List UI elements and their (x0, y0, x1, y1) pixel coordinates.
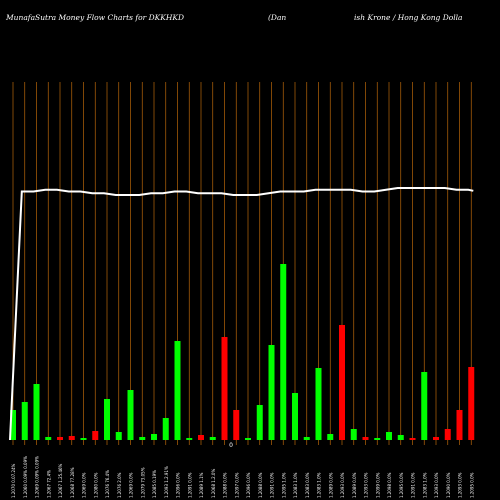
x-tick-label: 1.2070 0.07.24% (11, 463, 16, 498)
flow-bar (268, 345, 275, 440)
flow-bar (362, 437, 369, 440)
zero-marker: 0 (229, 442, 233, 449)
x-tick-label: 1.2083 1.0% (293, 472, 298, 498)
x-tick-label: 1.2089 0.0% (352, 472, 357, 498)
flow-bar (339, 325, 345, 440)
x-tick-label: 1.2099 0.0% (375, 472, 380, 498)
x-tick-label: 1.2083 1.0% (422, 472, 427, 498)
x-tick-label: 1.2093 0.0% (364, 472, 369, 498)
x-tick-label: 1.2098 0.0% (387, 472, 392, 498)
flow-bar (374, 438, 381, 440)
flow-bar (397, 435, 404, 440)
flow-bar (21, 402, 28, 440)
flow-bar (115, 432, 122, 440)
flow-bar (57, 437, 63, 440)
x-tick-label: 1.2085 0.19% (152, 470, 157, 498)
flow-bar (139, 437, 146, 440)
x-tick-label: 1.2091 0.0% (270, 472, 275, 498)
x-tick-label: 1.2069 0.0% (129, 472, 134, 498)
x-tick-label: 1.2097 0.0% (234, 472, 239, 498)
x-tick-labels: 1.2070 0.07.24% 1.2060 0.09% 0.09% 1.2069 … (11, 456, 474, 498)
flow-bar (10, 410, 16, 440)
flow-bar (45, 437, 52, 440)
flow-bar (186, 438, 193, 440)
x-tick-label: 1.2095 0.0% (469, 472, 474, 498)
flow-bar (127, 390, 134, 440)
flow-bar (198, 435, 204, 440)
flow-bar (33, 384, 40, 440)
x-tick-label: 1.2060 0.09% 0.09% (23, 456, 28, 498)
pair-name-right: ish Krone / Hong Kong Dolla (354, 13, 463, 22)
x-tick-label: 1.2095 1.0% (281, 472, 286, 498)
chart-header: MunafaSutra Money Flow Charts for DKKHKD… (0, 0, 500, 30)
price-line-layer (9, 187, 474, 441)
flow-bar (245, 438, 251, 440)
flow-bar (468, 367, 475, 440)
flow-bar (151, 434, 157, 440)
flow-bar (315, 368, 322, 440)
flow-bar (209, 437, 216, 440)
x-tick-label: 1.2079 73.05% (140, 467, 145, 498)
flow-bar (327, 434, 334, 440)
flow-bar (456, 410, 463, 440)
flow-bar (386, 432, 392, 440)
x-tick-label: 1.2093 0.0% (434, 472, 439, 498)
x-tick-label: 1.2076 2.0% (117, 472, 122, 498)
x-tick-label: 1.2095 0.0% (399, 472, 404, 498)
flow-bar (104, 399, 110, 440)
x-tick-label: 1.2089 1.1% (199, 472, 204, 498)
flow-bar (221, 337, 228, 440)
x-tick-label: 1.2088 0.0% (258, 472, 263, 498)
flow-bar (444, 429, 451, 440)
x-tick-label: 1.2067 72.4% (46, 470, 51, 498)
x-tick-label: 1.2076 76.4% (105, 470, 110, 498)
x-tick-label: 1.2089 0.0% (328, 472, 333, 498)
flow-bar (303, 437, 310, 440)
x-tick-label: 1.2091 0.0% (411, 472, 416, 498)
flow-bar (433, 437, 439, 440)
flow-bar (292, 393, 298, 440)
x-tick-label: 1.2093 0.0% (340, 472, 345, 498)
x-tick-label: 1.2069 0.09% 0.09% (35, 456, 40, 498)
flow-bar (174, 341, 181, 440)
x-tick-label: 1.2096 0.0% (176, 472, 181, 498)
flow-bar (350, 429, 357, 440)
x-tick-label: 1.2080 0.0% (93, 472, 98, 498)
flow-bar (92, 431, 99, 440)
flow-bar (80, 438, 87, 440)
flow-bar (162, 418, 169, 440)
x-tick-label: 1.2090 0.0% (446, 472, 451, 498)
flow-bar (68, 436, 75, 440)
price-line (9, 187, 474, 441)
flow-bar (256, 405, 263, 440)
x-tick-label: 1.2093 0.0% (458, 472, 463, 498)
x-tick-label: 1.2068 1.2.0% (211, 469, 216, 498)
x-tick-label: 1.2083 1.0% (317, 472, 322, 498)
chart-title: MunafaSutra Money Flow Charts for DKKHKD (6, 13, 184, 22)
x-tick-label: 1.2069 0.0% (82, 472, 87, 498)
x-tick-label: 1.2088 0.0% (223, 472, 228, 498)
flow-bar (233, 410, 240, 440)
flow-bar (409, 438, 416, 440)
pair-name-left: (Dan (268, 13, 287, 22)
x-tick-label: 1.2093 1.2.91% (164, 466, 169, 498)
x-tick-label: 1.2083 0.0% (305, 472, 310, 498)
x-tick-label: 1.2068 77.28% (70, 467, 75, 498)
flow-bar (280, 264, 287, 440)
x-tick-label: 1.2091 0.0% (187, 472, 192, 498)
x-tick-label: 1.2096 0.0% (246, 472, 251, 498)
money-flow-bars (10, 264, 475, 440)
grid-lines (12, 82, 472, 445)
flow-bar (421, 372, 428, 440)
x-tick-label: 1.2067 1.25.46% (58, 463, 63, 498)
